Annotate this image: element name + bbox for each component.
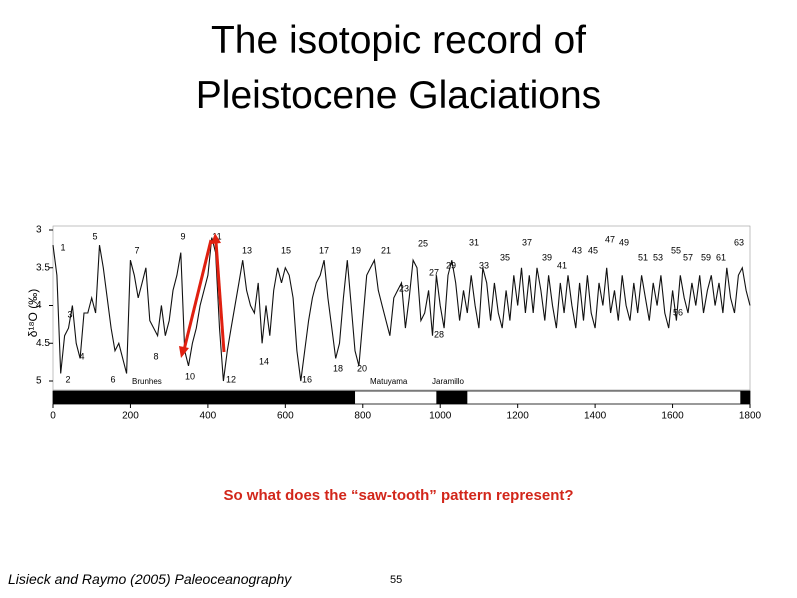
stage-label: 51: [638, 252, 648, 262]
stage-label: 23: [399, 283, 409, 293]
polarity-label: Brunhes: [132, 377, 162, 386]
page-number: 55: [390, 574, 403, 586]
arrow-head: [211, 233, 221, 244]
stage-label: 55: [671, 245, 681, 255]
stage-label: 15: [281, 245, 291, 255]
y-tick-label: 4: [36, 300, 42, 311]
stage-label: 9: [180, 231, 185, 241]
x-tick-label: 1600: [661, 411, 684, 422]
stage-label: 59: [701, 252, 711, 262]
x-tick-label: 200: [122, 411, 139, 422]
polarity-band: [436, 391, 468, 404]
stage-label: 1: [60, 242, 65, 252]
stage-label: 37: [522, 237, 532, 247]
x-tick-label: 800: [354, 411, 371, 422]
question: So what does the “saw-tooth” pattern rep…: [223, 487, 574, 504]
y-tick-label: 3: [36, 225, 42, 236]
stage-label: 3: [67, 309, 72, 319]
x-tick-label: 1800: [739, 411, 762, 422]
stage-label: 61: [716, 252, 726, 262]
stage-label: 4: [79, 351, 84, 361]
stage-label: 2: [65, 374, 70, 384]
arrow: [214, 241, 226, 353]
stage-label: 57: [683, 252, 693, 262]
stage-label: 13: [242, 245, 252, 255]
polarity-label: Jaramillo: [432, 377, 465, 386]
y-tick-label: 5: [36, 376, 42, 387]
polarity-label: Matuyama: [370, 377, 408, 386]
arrow: [182, 239, 213, 351]
stage-label: 43: [572, 245, 582, 255]
stage-label: 18: [333, 363, 343, 373]
y-tick-label: 3.5: [36, 262, 50, 273]
stage-label: 27: [429, 267, 439, 277]
chart: δ¹⁸O (‰) 3 3.5 4 4.5 5 0 200 400 600 800 1000 1200 1…: [26, 225, 762, 422]
stage-label: 19: [351, 245, 361, 255]
x-tick-label: 400: [200, 411, 217, 422]
stage-label: 39: [542, 252, 552, 262]
plot-frame: [52, 225, 751, 391]
arrow-head: [179, 346, 189, 358]
stage-label: 7: [134, 245, 139, 255]
stage-label: 53: [653, 252, 663, 262]
stage-label: 47: [605, 234, 615, 244]
arrows: [179, 233, 226, 358]
stage-label: 49: [619, 237, 629, 247]
stage-label: 31: [469, 237, 479, 247]
title: Pleistocene Glaciations: [195, 74, 602, 117]
x-tick-label: 1200: [507, 411, 530, 422]
stage-label: 29: [446, 260, 456, 270]
stage-label: 21: [381, 245, 391, 255]
data-line: [52, 237, 751, 382]
title: The isotopic record of: [210, 19, 586, 62]
stage-label: 41: [557, 260, 567, 270]
polarity-band: [53, 391, 356, 404]
x-tick-label: 1400: [584, 411, 607, 422]
stage-label: 17: [319, 245, 329, 255]
stage-label: 6: [110, 374, 115, 384]
stage-label: 25: [418, 238, 428, 248]
stage-label: 20: [357, 363, 367, 373]
y-axis-label: δ¹⁸O (‰): [26, 289, 40, 337]
stage-label: 35: [500, 252, 510, 262]
x-tick-label: 1000: [429, 411, 452, 422]
stage-label: 16: [302, 374, 312, 384]
stage-label: 56: [673, 307, 683, 317]
polarity-band: [740, 391, 750, 404]
stage-label: 14: [259, 356, 269, 366]
stage-label: 12: [226, 374, 236, 384]
stage-label: 10: [185, 371, 195, 381]
stage-label: 8: [153, 351, 158, 361]
y-tick-label: 4.5: [36, 338, 50, 349]
stage-label: 63: [734, 237, 744, 247]
x-tick-label: 600: [277, 411, 294, 422]
stage-label: 33: [479, 260, 489, 270]
stage-label: 28: [434, 329, 444, 339]
x-tick-label: 0: [50, 411, 56, 422]
stage-label: 45: [588, 245, 598, 255]
stage-label: 5: [92, 231, 97, 241]
citation: Lisieck and Raymo (2005) Paleoceanograph…: [8, 571, 292, 587]
